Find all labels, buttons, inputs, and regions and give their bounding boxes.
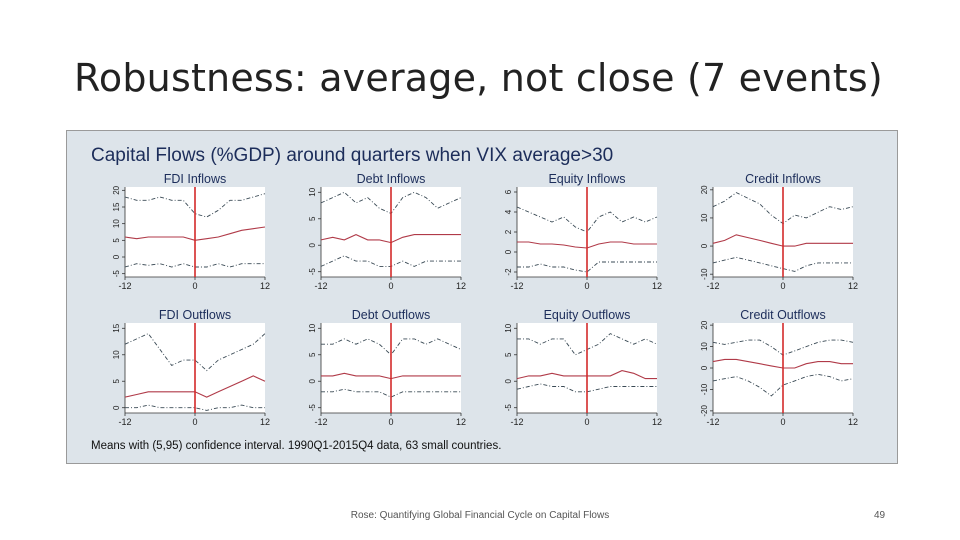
y-tick-label: 0: [308, 242, 317, 247]
y-tick-label: -5: [308, 404, 317, 412]
y-tick-label: -5: [308, 268, 317, 276]
y-tick-label: 0: [504, 378, 513, 383]
x-tick-label: -12: [118, 281, 131, 291]
panel-7: Credit Outflows -20 -10 0 10 20 -12 0 12: [700, 308, 858, 427]
panel-title: Debt Inflows: [357, 172, 426, 186]
panel-title: Equity Outflows: [544, 308, 631, 322]
x-tick-label: 0: [388, 417, 393, 427]
figure-note: Means with (5,95) confidence interval. 1…: [91, 440, 501, 452]
slide-footer: Rose: Quantifying Global Financial Cycle…: [350, 510, 610, 521]
slide-title: Robustness: average, not close (7 events…: [74, 56, 883, 100]
x-tick-label: -12: [510, 281, 523, 291]
y-tick-label: 5: [308, 216, 317, 221]
y-tick-label: 15: [112, 202, 121, 211]
y-tick-label: 20: [112, 185, 121, 194]
panel-title: FDI Inflows: [164, 172, 227, 186]
y-tick-label: 5: [112, 378, 121, 383]
y-tick-label: -10: [700, 383, 709, 395]
x-tick-label: 12: [260, 281, 270, 291]
x-tick-label: -12: [706, 281, 719, 291]
confidence-band-line: [125, 404, 265, 411]
x-tick-label: 12: [848, 281, 858, 291]
panel-title: Debt Outflows: [352, 308, 431, 322]
y-tick-label: 20: [700, 185, 709, 194]
panel-title: Credit Inflows: [745, 172, 821, 186]
y-tick-label: -5: [504, 404, 513, 412]
panel-3: Credit Inflows -10 0 10 20 -12 0 12: [700, 172, 858, 291]
y-tick-label: -5: [112, 270, 121, 278]
y-tick-label: 5: [112, 238, 121, 243]
confidence-band-line: [124, 333, 266, 372]
panel-2: Equity Inflows -2 0 2 4 6 -12 0 12: [504, 172, 662, 291]
x-tick-label: 12: [456, 417, 466, 427]
x-tick-label: 12: [260, 417, 270, 427]
y-tick-label: 0: [112, 405, 121, 410]
y-tick-label: 4: [504, 209, 513, 214]
y-tick-label: 10: [700, 213, 709, 222]
figure-title: Capital Flows (%GDP) around quarters whe…: [91, 145, 613, 166]
x-tick-label: 0: [584, 281, 589, 291]
panel-title: Credit Outflows: [740, 308, 825, 322]
x-tick-label: -12: [314, 417, 327, 427]
page-number: 49: [874, 510, 886, 521]
x-tick-label: 12: [652, 281, 662, 291]
y-tick-label: 10: [112, 350, 121, 359]
x-tick-label: 0: [192, 417, 197, 427]
x-tick-label: 0: [780, 417, 785, 427]
panel-title: Equity Inflows: [548, 172, 625, 186]
panel-4: FDI Outflows 0 5 10 15 -12 0 12: [112, 308, 270, 427]
y-tick-label: 0: [700, 365, 709, 370]
x-tick-label: -12: [510, 417, 523, 427]
panel-title: FDI Outflows: [159, 308, 231, 322]
confidence-band-line: [712, 373, 854, 397]
y-tick-label: 10: [308, 187, 317, 196]
y-tick-label: 10: [700, 342, 709, 351]
x-tick-label: -12: [314, 281, 327, 291]
y-tick-label: 10: [112, 219, 121, 228]
y-tick-label: 0: [308, 378, 317, 383]
x-tick-label: -12: [706, 417, 719, 427]
y-tick-label: 10: [308, 323, 317, 332]
figure-panel: Capital Flows (%GDP) around quarters whe…: [66, 130, 898, 464]
y-tick-label: -20: [700, 405, 709, 417]
y-tick-label: 2: [504, 229, 513, 234]
y-tick-label: 0: [112, 254, 121, 259]
x-tick-label: 12: [652, 417, 662, 427]
x-tick-label: 0: [388, 281, 393, 291]
panel-1: Debt Inflows -5 0 5 10 -12 0 12: [308, 172, 466, 291]
panel-0: FDI Inflows -5 0 5 10 15 20 -12 0 12: [112, 172, 270, 291]
y-tick-label: 15: [112, 323, 121, 332]
confidence-band-line: [321, 388, 461, 398]
x-tick-label: 0: [192, 281, 197, 291]
x-tick-label: 12: [456, 281, 466, 291]
y-tick-label: 6: [504, 189, 513, 194]
y-tick-label: -2: [504, 268, 513, 276]
x-tick-label: 0: [584, 417, 589, 427]
x-tick-label: 12: [848, 417, 858, 427]
y-tick-label: 0: [504, 249, 513, 254]
x-tick-label: 0: [780, 281, 785, 291]
y-tick-label: 0: [700, 243, 709, 248]
chart-grid: Capital Flows (%GDP) around quarters whe…: [91, 145, 858, 452]
y-tick-label: 20: [700, 320, 709, 329]
panel-5: Debt Outflows -5 0 5 10 -12 0 12: [308, 308, 466, 427]
y-tick-label: -10: [700, 268, 709, 280]
panel-6: Equity Outflows -5 0 5 10 -12 0 12: [504, 308, 662, 427]
y-tick-label: 5: [308, 352, 317, 357]
y-tick-label: 10: [504, 323, 513, 332]
y-tick-label: 5: [504, 352, 513, 357]
x-tick-label: -12: [118, 417, 131, 427]
